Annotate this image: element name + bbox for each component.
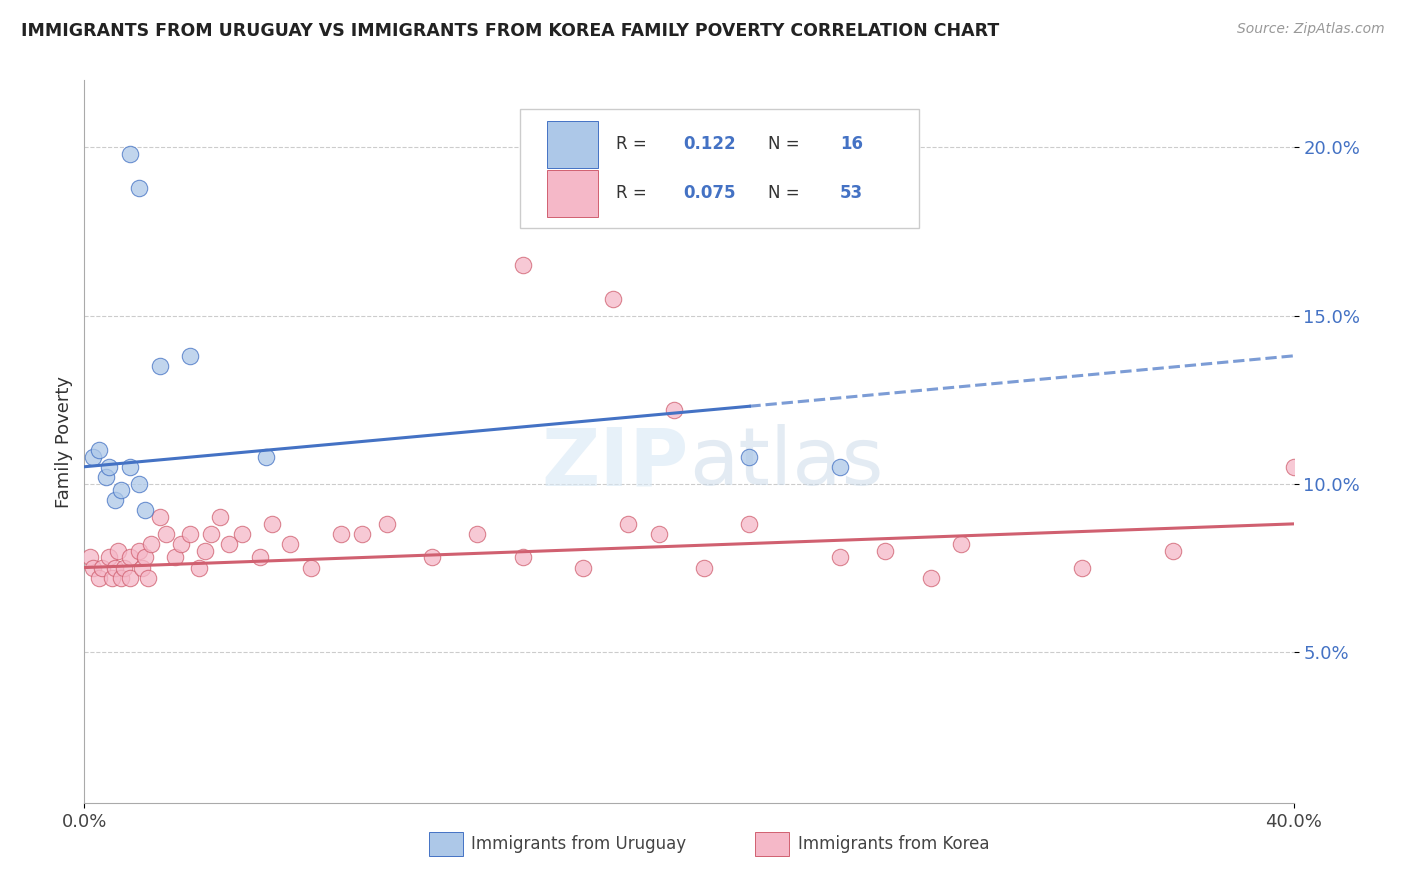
Point bbox=[128, 543, 150, 558]
Point bbox=[128, 181, 150, 195]
Point bbox=[104, 493, 127, 508]
Point bbox=[512, 258, 534, 272]
Text: 0.122: 0.122 bbox=[683, 136, 735, 153]
Point bbox=[1282, 459, 1305, 474]
Point bbox=[875, 543, 897, 558]
Point bbox=[738, 516, 761, 531]
Point bbox=[107, 543, 129, 558]
Point bbox=[91, 560, 114, 574]
Point bbox=[249, 550, 271, 565]
Point bbox=[112, 560, 135, 574]
Text: 16: 16 bbox=[841, 136, 863, 153]
Text: IMMIGRANTS FROM URUGUAY VS IMMIGRANTS FROM KOREA FAMILY POVERTY CORRELATION CHAR: IMMIGRANTS FROM URUGUAY VS IMMIGRANTS FR… bbox=[21, 22, 1000, 40]
Point bbox=[155, 527, 177, 541]
Point bbox=[352, 527, 374, 541]
Point bbox=[920, 571, 942, 585]
Text: Immigrants from Uruguay: Immigrants from Uruguay bbox=[471, 835, 686, 853]
Point bbox=[1161, 543, 1184, 558]
Point bbox=[89, 571, 111, 585]
Point bbox=[165, 550, 187, 565]
Point bbox=[118, 459, 141, 474]
Text: 0.075: 0.075 bbox=[683, 185, 735, 202]
Text: R =: R = bbox=[616, 136, 652, 153]
Point bbox=[209, 510, 232, 524]
Point bbox=[738, 450, 761, 464]
Text: Source: ZipAtlas.com: Source: ZipAtlas.com bbox=[1237, 22, 1385, 37]
Point bbox=[512, 550, 534, 565]
FancyBboxPatch shape bbox=[547, 120, 599, 168]
Point bbox=[375, 516, 398, 531]
Point bbox=[662, 402, 685, 417]
Point bbox=[231, 527, 253, 541]
Text: 53: 53 bbox=[841, 185, 863, 202]
FancyBboxPatch shape bbox=[429, 832, 463, 855]
Text: atlas: atlas bbox=[689, 425, 883, 502]
Point bbox=[149, 510, 172, 524]
Point bbox=[572, 560, 595, 574]
Point bbox=[110, 483, 132, 498]
Point bbox=[299, 560, 322, 574]
Point bbox=[179, 349, 201, 363]
Text: N =: N = bbox=[768, 136, 804, 153]
Point bbox=[110, 571, 132, 585]
Point bbox=[118, 571, 141, 585]
Point bbox=[602, 292, 624, 306]
Point bbox=[149, 359, 172, 373]
Point bbox=[693, 560, 716, 574]
Point bbox=[94, 470, 117, 484]
Point bbox=[89, 442, 111, 457]
Point bbox=[97, 459, 120, 474]
Point bbox=[104, 560, 127, 574]
Point bbox=[134, 550, 156, 565]
FancyBboxPatch shape bbox=[547, 170, 599, 217]
Point bbox=[648, 527, 671, 541]
Point bbox=[136, 571, 159, 585]
Point bbox=[617, 516, 640, 531]
Point bbox=[170, 537, 193, 551]
Point bbox=[830, 459, 852, 474]
Point bbox=[128, 476, 150, 491]
FancyBboxPatch shape bbox=[520, 109, 918, 228]
Text: ZIP: ZIP bbox=[541, 425, 689, 502]
Point bbox=[1071, 560, 1094, 574]
Point bbox=[118, 147, 141, 161]
Point bbox=[420, 550, 443, 565]
Point bbox=[200, 527, 222, 541]
Point bbox=[131, 560, 153, 574]
Point bbox=[278, 537, 301, 551]
Point bbox=[260, 516, 283, 531]
Text: Immigrants from Korea: Immigrants from Korea bbox=[797, 835, 990, 853]
Point bbox=[134, 503, 156, 517]
Point bbox=[194, 543, 217, 558]
Point bbox=[118, 550, 141, 565]
Point bbox=[830, 550, 852, 565]
Point bbox=[254, 450, 277, 464]
Point bbox=[79, 550, 101, 565]
Text: N =: N = bbox=[768, 185, 804, 202]
Text: R =: R = bbox=[616, 185, 652, 202]
Point bbox=[330, 527, 353, 541]
Point bbox=[188, 560, 211, 574]
Point bbox=[139, 537, 162, 551]
FancyBboxPatch shape bbox=[755, 832, 789, 855]
Y-axis label: Family Poverty: Family Poverty bbox=[55, 376, 73, 508]
Point bbox=[82, 450, 104, 464]
Point bbox=[179, 527, 201, 541]
Point bbox=[82, 560, 104, 574]
Point bbox=[218, 537, 240, 551]
Point bbox=[97, 550, 120, 565]
Point bbox=[100, 571, 122, 585]
Point bbox=[950, 537, 973, 551]
Point bbox=[467, 527, 489, 541]
